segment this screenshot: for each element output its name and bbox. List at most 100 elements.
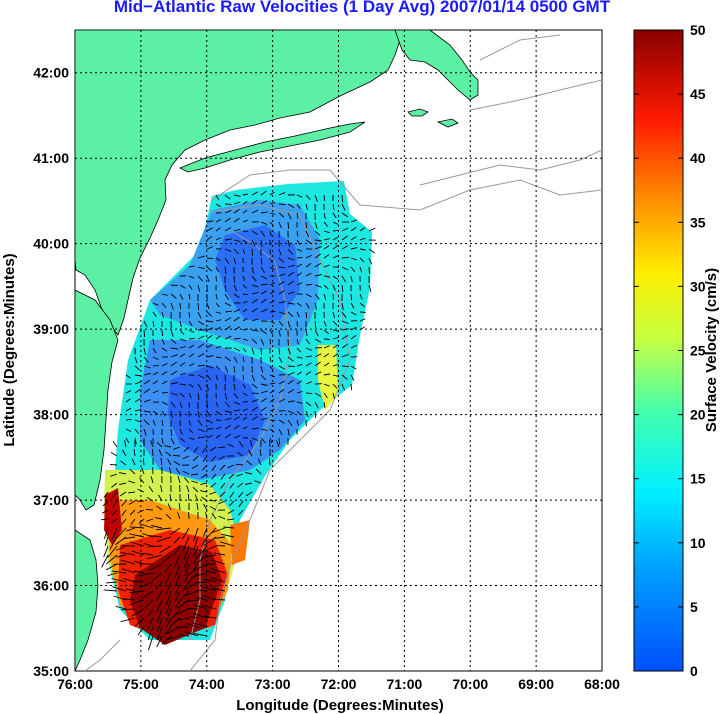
velocity-vector: [143, 379, 151, 385]
velocity-vector: [164, 563, 172, 573]
velocity-vector: [341, 194, 344, 203]
velocity-vector: [173, 536, 181, 544]
velocity-vector: [170, 527, 181, 535]
velocity-vector: [251, 427, 259, 430]
velocity-vector: [233, 293, 240, 299]
velocity-vector: [142, 533, 154, 538]
velocity-vector: [242, 374, 244, 381]
velocity-vector: [129, 590, 145, 594]
velocity-vector: [278, 329, 281, 337]
velocity-vector: [172, 454, 181, 457]
velocity-vector: [155, 517, 163, 520]
velocity-vector: [314, 353, 322, 358]
velocity-vector: [197, 410, 200, 418]
velocity-vector: [151, 448, 154, 457]
lon-tick-label: 69:00: [518, 676, 554, 692]
velocity-vector: [187, 493, 190, 502]
velocity-vector: [224, 356, 231, 362]
velocity-vector: [251, 406, 258, 412]
velocity-vector: [233, 326, 241, 331]
velocity-vector: [323, 345, 330, 349]
velocity-vector: [368, 284, 372, 292]
velocity-vector: [152, 390, 159, 394]
velocity-vector: [224, 401, 231, 408]
velocity-vector: [350, 311, 357, 316]
velocity-vector: [215, 311, 222, 314]
velocity-vector: [278, 212, 285, 218]
velocity-vector: [197, 335, 205, 340]
velocity-vector: [296, 230, 299, 237]
velocity-vector: [206, 311, 213, 317]
velocity-vector: [143, 329, 146, 337]
velocity-vector: [359, 227, 365, 232]
velocity-vector: [341, 311, 347, 318]
velocity-vector: [341, 353, 349, 358]
velocity-vector: [233, 201, 241, 205]
velocity-vector: [197, 343, 204, 349]
velocity-vector: [233, 275, 235, 283]
velocity-vector: [206, 410, 211, 417]
velocity-vector: [215, 266, 219, 273]
velocity-vector: [305, 355, 313, 358]
velocity-vector: [278, 248, 282, 256]
lon-tick-label: 73:00: [255, 676, 291, 692]
velocity-vector: [269, 365, 274, 371]
velocity-vector: [156, 527, 172, 531]
velocity-vector: [201, 536, 208, 547]
velocity-vector: [269, 356, 272, 363]
velocity-vector: [179, 338, 187, 342]
velocity-vector: [296, 390, 303, 394]
velocity-vector: [287, 257, 295, 261]
velocity-vector: [159, 545, 172, 553]
velocity-vector: [224, 209, 232, 214]
velocity-vector: [251, 299, 258, 304]
velocity-vector: [287, 221, 290, 229]
velocity-vector: [278, 311, 286, 315]
velocity-vector: [179, 428, 183, 435]
velocity-vector: [165, 590, 172, 606]
velocity-vector: [251, 374, 255, 382]
velocity-vector: [236, 473, 244, 477]
velocity-vector: [170, 354, 178, 358]
velocity-vector: [165, 599, 172, 614]
velocity-vector: [269, 437, 273, 444]
velocity-vector: [110, 452, 118, 457]
velocity-vector: [195, 554, 208, 565]
velocity-vector: [113, 595, 127, 601]
velocity-vector: [233, 401, 241, 405]
velocity-vector: [359, 266, 363, 273]
velocity-vector: [255, 468, 262, 475]
velocity-vector: [215, 434, 221, 439]
velocity-vector: [106, 581, 118, 584]
velocity-vector: [229, 482, 235, 489]
velocity-vector: [110, 473, 118, 477]
velocity-vector: [341, 374, 348, 380]
velocity-vector: [141, 552, 154, 556]
velocity-vector: [350, 344, 357, 349]
velocity-vector: [350, 227, 357, 232]
velocity-vector: [161, 347, 168, 352]
velocity-vector: [194, 604, 208, 610]
x-axis-label: Longitude (Degrees:Minutes): [236, 697, 444, 714]
velocity-vector: [206, 302, 210, 310]
velocity-vector: [246, 460, 253, 466]
velocity-vector: [215, 257, 221, 262]
velocity-vector: [215, 410, 221, 415]
velocity-vector: [269, 257, 273, 263]
velocity-vector: [141, 467, 145, 475]
lon-tick-label: 74:00: [189, 676, 225, 692]
velocity-vector: [228, 500, 235, 507]
velocity-vector: [125, 437, 130, 444]
velocity-vector: [182, 470, 190, 475]
velocity-vector: [170, 382, 178, 385]
velocity-vector: [158, 449, 163, 457]
velocity-vector: [245, 472, 253, 475]
velocity-vector: [260, 365, 264, 373]
velocity-vector: [206, 419, 213, 424]
velocity-vector: [111, 527, 118, 541]
velocity-vector: [152, 356, 159, 360]
velocity-vector: [120, 551, 136, 556]
velocity-vector: [260, 308, 268, 313]
velocity-vector: [260, 417, 268, 421]
velocity-vector: [350, 365, 357, 370]
